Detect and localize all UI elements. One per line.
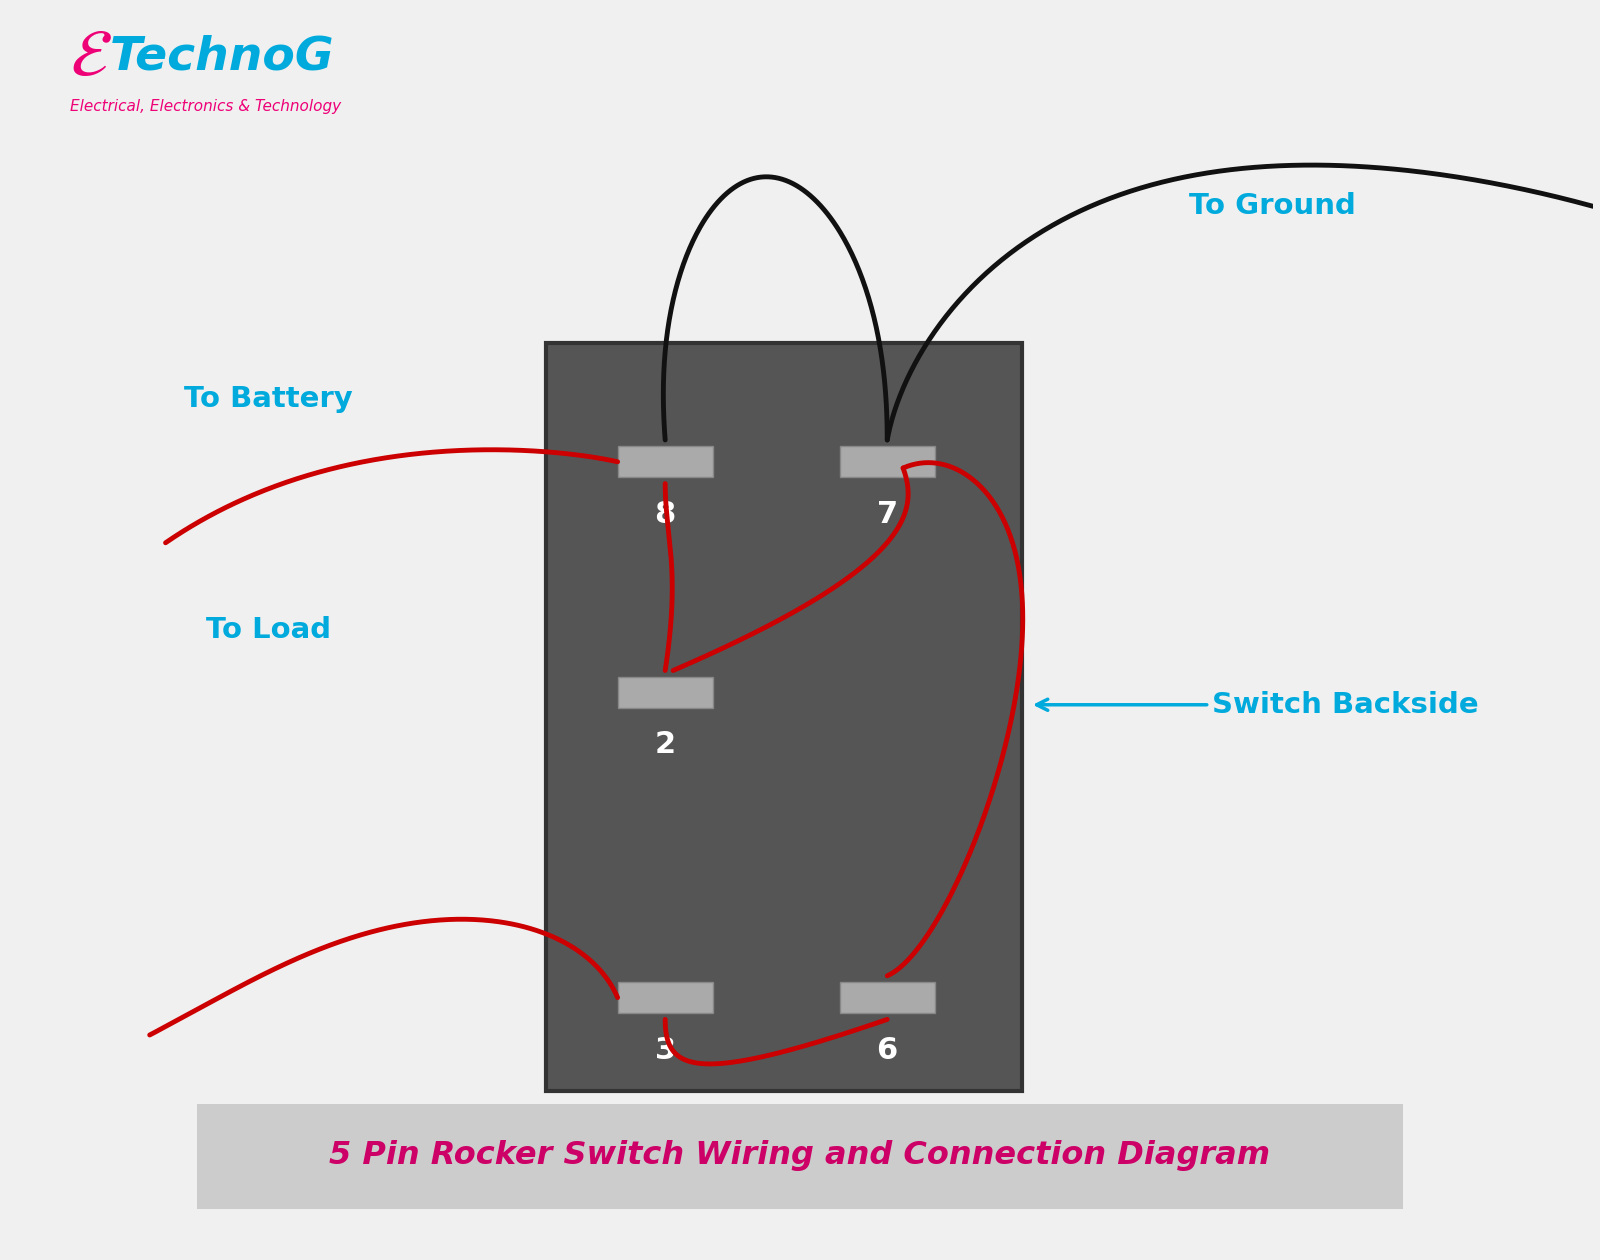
- FancyBboxPatch shape: [840, 446, 934, 478]
- Text: 2: 2: [654, 731, 675, 760]
- Text: Electrical, Electronics & Technology: Electrical, Electronics & Technology: [70, 100, 341, 115]
- Text: 5 Pin Rocker Switch Wiring and Connection Diagram: 5 Pin Rocker Switch Wiring and Connectio…: [330, 1140, 1270, 1172]
- FancyBboxPatch shape: [618, 982, 712, 1013]
- Text: $\mathcal{E}$: $\mathcal{E}$: [70, 24, 112, 89]
- Text: To Load: To Load: [206, 616, 331, 644]
- Text: Switch Backside: Switch Backside: [1037, 690, 1478, 718]
- FancyBboxPatch shape: [840, 982, 934, 1013]
- Text: 8: 8: [654, 500, 675, 529]
- Text: To Ground: To Ground: [1189, 193, 1355, 220]
- Text: 3: 3: [654, 1036, 675, 1065]
- FancyBboxPatch shape: [618, 446, 712, 478]
- FancyBboxPatch shape: [618, 677, 712, 708]
- Text: To Battery: To Battery: [184, 386, 354, 413]
- Text: TechnoG: TechnoG: [110, 34, 334, 79]
- Text: 6: 6: [877, 1036, 898, 1065]
- FancyBboxPatch shape: [197, 1104, 1403, 1210]
- Text: 7: 7: [877, 500, 898, 529]
- FancyBboxPatch shape: [546, 344, 1022, 1091]
